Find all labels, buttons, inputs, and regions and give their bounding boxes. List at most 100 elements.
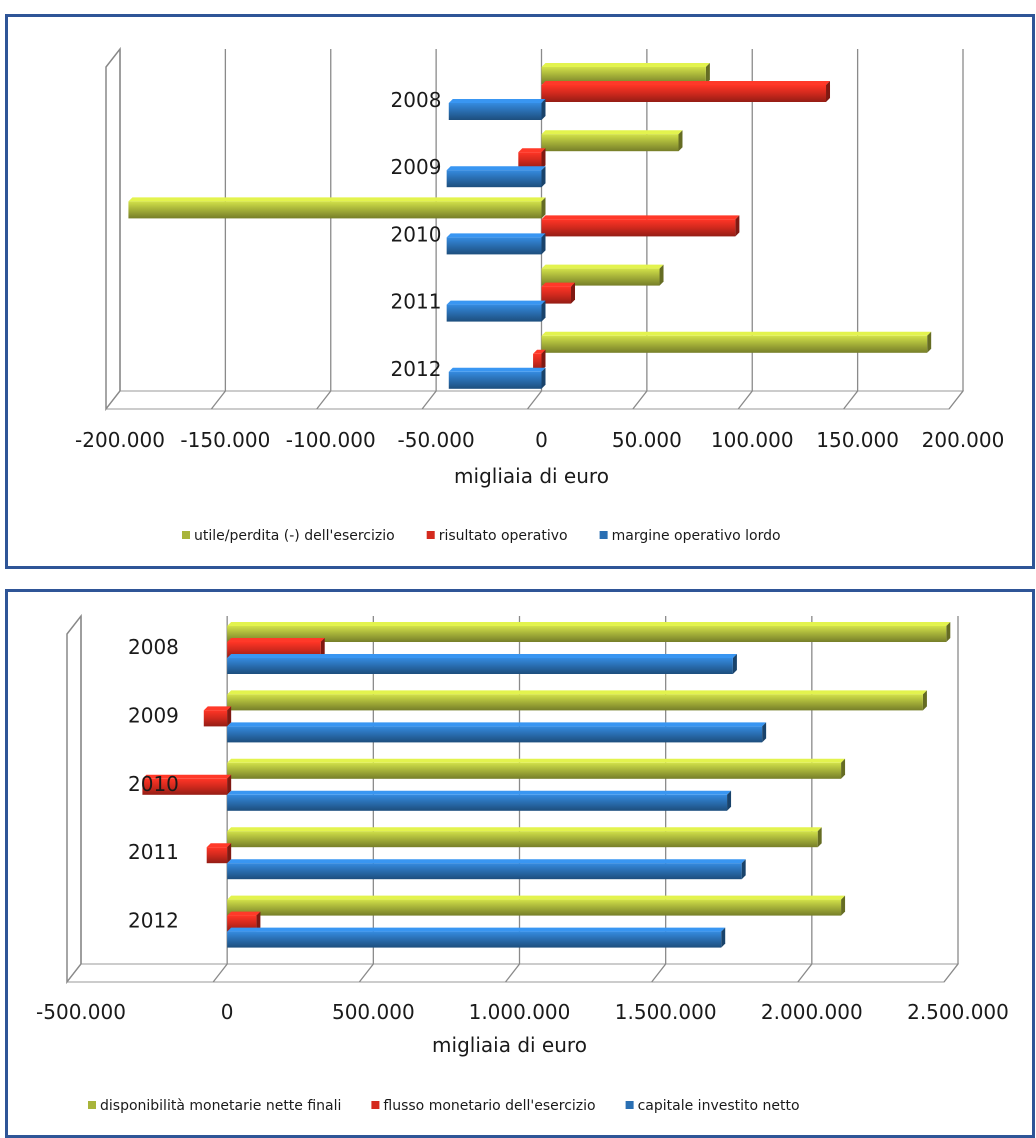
legend-swatch-margine-operativo-lordo — [599, 531, 608, 539]
bar-disponibilit-monetarie-nette-finali-2011-side — [817, 827, 822, 848]
bar-capitale-investito-netto-2008-side — [732, 654, 737, 674]
gridline — [105, 49, 121, 410]
bar-flusso-monetario-dell-esercizio-2010-side — [227, 774, 232, 795]
x-tick-label: 1.000.000 — [469, 1000, 571, 1024]
gridline — [316, 49, 332, 410]
bar-utile-perdita-dell-esercizio-2012-side — [927, 331, 932, 353]
x-axis-title: migliaia di euro — [454, 464, 609, 488]
bar-disponibilit-monetarie-nette-finali-2012-side — [841, 895, 846, 916]
bar-capitale-investito-netto-2009-top — [227, 722, 767, 727]
bar-utile-perdita-dell-esercizio-2010 — [128, 201, 542, 219]
bar-risultato-operativo-2011 — [541, 286, 572, 304]
bar-flusso-monetario-dell-esercizio-2011-side — [227, 843, 232, 864]
bar-flusso-monetario-dell-esercizio-2011-top — [206, 843, 232, 848]
legend-swatch-disponibilit-monetarie-nette-finali — [88, 1101, 96, 1109]
y-category-label-2008: 2008 — [128, 635, 179, 659]
bar-margine-operativo-lordo-2012-side — [541, 367, 546, 389]
gridline — [943, 616, 959, 983]
bar-margine-operativo-lordo-2009-top — [446, 166, 546, 171]
bar-margine-operativo-lordo-2012-top — [448, 367, 546, 372]
bar-disponibilit-monetarie-nette-finali-2010 — [227, 762, 842, 779]
bar-capitale-investito-netto-2008 — [227, 658, 733, 674]
bar-utile-perdita-dell-esercizio-2011-top — [541, 264, 664, 269]
bar-disponibilit-monetarie-nette-finali-2008 — [227, 626, 947, 642]
bar-risultato-operativo-2011-side — [571, 282, 576, 304]
bar-risultato-operativo-2009 — [518, 152, 542, 170]
gridline — [632, 49, 648, 410]
x-tick-label: 50.000 — [612, 428, 682, 452]
bar-utile-perdita-dell-esercizio-2009-top — [541, 130, 683, 135]
legend-label-risultato-operativo: risultato operativo — [439, 528, 568, 544]
bar-flusso-monetario-dell-esercizio-2008-top — [227, 638, 325, 642]
bar-margine-operativo-lordo-2012 — [448, 371, 542, 389]
bar-risultato-operativo-2010 — [541, 219, 736, 237]
y-category-label-2010: 2010 — [128, 772, 179, 796]
gridline — [66, 616, 82, 983]
bar-margine-operativo-lordo-2011 — [446, 304, 542, 322]
bar-capitale-investito-netto-2012 — [227, 931, 722, 948]
legend-label-utile-perdita-dell-esercizio: utile/perdita (-) dell'esercizio — [194, 528, 395, 544]
bar-flusso-monetario-dell-esercizio-2009-top — [203, 706, 232, 711]
gridline — [948, 49, 964, 410]
x-tick-label: 2.000.000 — [761, 1000, 863, 1024]
bar-flusso-monetario-dell-esercizio-2010-top — [142, 774, 232, 779]
bar-utile-perdita-dell-esercizio-2010-side — [541, 197, 546, 219]
bar-margine-operativo-lordo-2010 — [446, 237, 542, 255]
bar-risultato-operativo-2010-top — [541, 215, 740, 220]
bar-capitale-investito-netto-2010-top — [227, 790, 732, 795]
x-tick-label: 1.500.000 — [615, 1000, 717, 1024]
x-tick-label: -50.000 — [398, 428, 475, 452]
bar-flusso-monetario-dell-esercizio-2012-top — [227, 911, 261, 916]
cropped-title-strip — [0, 0, 1036, 14]
bar-flusso-monetario-dell-esercizio-2009-side — [227, 706, 232, 727]
bar-flusso-monetario-dell-esercizio-2012-side — [256, 911, 261, 932]
gridline — [210, 49, 227, 410]
bar-utile-perdita-dell-esercizio-2009-side — [678, 130, 683, 152]
bar-margine-operativo-lordo-2008-top — [448, 99, 546, 103]
gridline — [737, 49, 753, 410]
bar-capitale-investito-netto-2009 — [227, 726, 763, 743]
bar-margine-operativo-lordo-2011-side — [541, 300, 546, 322]
bar-margine-operativo-lordo-2008-side — [541, 99, 546, 120]
legend-label-flusso-monetario-dell-esercizio: flusso monetario dell'esercizio — [383, 1098, 595, 1114]
x-tick-label: 0 — [535, 428, 548, 452]
y-category-label-2009: 2009 — [391, 155, 442, 179]
legend-label-capitale-investito-netto: capitale investito netto — [638, 1098, 800, 1114]
bar-disponibilit-monetarie-nette-finali-2008-top — [227, 622, 951, 626]
x-tick-label: -500.000 — [36, 1000, 126, 1024]
legend-swatch-utile-perdita-dell-esercizio — [182, 531, 190, 539]
y-category-label-2011: 2011 — [128, 840, 179, 864]
x-tick-label: 200.000 — [922, 428, 1005, 452]
y-category-label-2008: 2008 — [391, 88, 442, 112]
operating-results-chart: -200.000 -150.000 -100.000 -50.000 0 50.000 10… — [75, 46, 1005, 544]
bar-capitale-investito-netto-2011-top — [227, 859, 746, 864]
bar-risultato-operativo-2011-top — [541, 282, 576, 287]
bar-capitale-investito-netto-2012-top — [227, 927, 726, 932]
bar-disponibilit-monetarie-nette-finali-2008-side — [946, 622, 951, 642]
bar-risultato-operativo-2012-top — [533, 349, 546, 354]
chart-panel-cash-flow: -500.000 0 500.000 1.000.000 1.500.000 2.000.… — [5, 589, 1035, 1138]
gridline — [212, 616, 228, 983]
x-tick-label: -200.000 — [75, 428, 165, 452]
y-category-label-2011: 2011 — [391, 290, 442, 314]
bar-margine-operativo-lordo-2009-side — [541, 166, 546, 188]
bar-flusso-monetario-dell-esercizio-2008-side — [320, 638, 325, 658]
bar-utile-perdita-dell-esercizio-2012 — [541, 335, 928, 353]
legend-swatch-risultato-operativo — [426, 531, 435, 539]
bar-capitale-investito-netto-2010 — [227, 794, 728, 811]
bar-utile-perdita-dell-esercizio-2012-top — [541, 331, 932, 336]
bar-disponibilit-monetarie-nette-finali-2009-top — [227, 690, 927, 695]
x-tick-label: 0 — [221, 1000, 234, 1024]
bar-risultato-operativo-2009-top — [518, 148, 546, 153]
legend-label-disponibilit-monetarie-nette-finali: disponibilità monetarie nette finali — [100, 1098, 341, 1114]
x-axis-title: migliaia di euro — [432, 1033, 587, 1057]
chart-side-wall — [66, 613, 82, 985]
bar-risultato-operativo-2008 — [541, 85, 827, 102]
bar-utile-perdita-dell-esercizio-2008-top — [541, 63, 710, 67]
bar-utile-perdita-dell-esercizio-2008-side — [705, 63, 710, 84]
bar-margine-operativo-lordo-2010-side — [541, 233, 546, 255]
bar-risultato-operativo-2012 — [533, 353, 542, 371]
bar-flusso-monetario-dell-esercizio-2012 — [227, 915, 257, 932]
bar-flusso-monetario-dell-esercizio-2010 — [142, 778, 228, 795]
bar-capitale-investito-netto-2011 — [227, 863, 742, 880]
